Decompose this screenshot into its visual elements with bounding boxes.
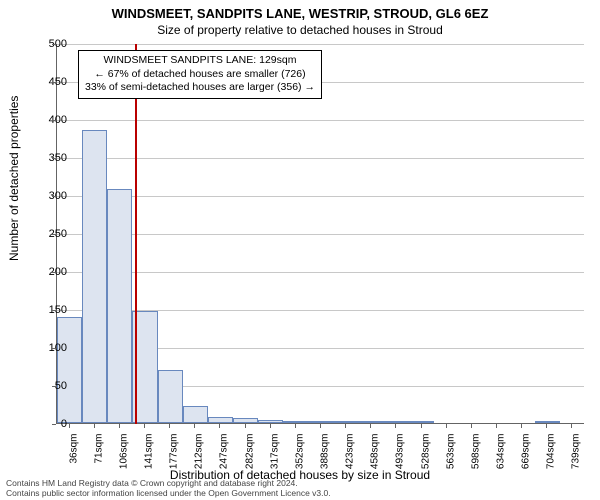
bar	[82, 130, 107, 423]
xtick-mark	[119, 424, 120, 428]
bar	[208, 417, 233, 423]
bar	[535, 421, 560, 423]
xtick-label: 423sqm	[345, 434, 356, 478]
xtick-mark	[144, 424, 145, 428]
chart-subtitle: Size of property relative to detached ho…	[0, 21, 600, 37]
bar	[233, 418, 258, 423]
xtick-mark	[270, 424, 271, 428]
xtick-mark	[169, 424, 170, 428]
y-axis-label: Number of detached properties	[7, 221, 21, 261]
bar	[409, 421, 434, 423]
xtick-label: 317sqm	[269, 434, 280, 478]
ytick-mark	[52, 196, 56, 197]
xtick-mark	[395, 424, 396, 428]
bar	[334, 421, 359, 423]
xtick-label: 106sqm	[118, 434, 129, 478]
xtick-label: 669sqm	[521, 434, 532, 478]
ytick-mark	[52, 44, 56, 45]
xtick-label: 141sqm	[144, 434, 155, 478]
xtick-label: 247sqm	[219, 434, 230, 478]
footer-attribution: Contains HM Land Registry data © Crown c…	[6, 478, 331, 498]
xtick-label: 352sqm	[294, 434, 305, 478]
xtick-label: 493sqm	[395, 434, 406, 478]
xtick-label: 634sqm	[496, 434, 507, 478]
xtick-label: 704sqm	[546, 434, 557, 478]
footer-line1: Contains HM Land Registry data © Crown c…	[6, 478, 331, 488]
ytick-mark	[52, 386, 56, 387]
bar	[107, 189, 132, 423]
xtick-label: 212sqm	[194, 434, 205, 478]
ytick-mark	[52, 158, 56, 159]
chart-title: WINDSMEET, SANDPITS LANE, WESTRIP, STROU…	[0, 0, 600, 21]
xtick-mark	[446, 424, 447, 428]
xtick-mark	[219, 424, 220, 428]
bar	[308, 421, 333, 423]
ytick-mark	[52, 310, 56, 311]
annotation-line2: ← 67% of detached houses are smaller (72…	[85, 68, 315, 82]
ytick-mark	[52, 272, 56, 273]
annotation-box: WINDSMEET SANDPITS LANE: 129sqm ← 67% of…	[78, 50, 322, 99]
xtick-mark	[295, 424, 296, 428]
xtick-mark	[320, 424, 321, 428]
xtick-mark	[69, 424, 70, 428]
xtick-label: 282sqm	[244, 434, 255, 478]
ytick-mark	[52, 82, 56, 83]
annotation-line3: 33% of semi-detached houses are larger (…	[85, 81, 315, 95]
xtick-mark	[421, 424, 422, 428]
xtick-label: 739sqm	[571, 434, 582, 478]
ytick-mark	[52, 348, 56, 349]
bar	[158, 370, 183, 423]
xtick-mark	[471, 424, 472, 428]
xtick-mark	[194, 424, 195, 428]
xtick-mark	[94, 424, 95, 428]
xtick-label: 458sqm	[370, 434, 381, 478]
bar	[283, 421, 308, 423]
xtick-mark	[546, 424, 547, 428]
bar	[258, 420, 283, 423]
xtick-label: 71sqm	[93, 434, 104, 478]
xtick-label: 598sqm	[470, 434, 481, 478]
xtick-mark	[496, 424, 497, 428]
xtick-mark	[345, 424, 346, 428]
xtick-label: 177sqm	[169, 434, 180, 478]
xtick-mark	[370, 424, 371, 428]
bar	[359, 421, 384, 423]
annotation-line1: WINDSMEET SANDPITS LANE: 129sqm	[85, 54, 315, 68]
xtick-label: 528sqm	[420, 434, 431, 478]
ytick-mark	[52, 424, 56, 425]
bar	[57, 317, 82, 423]
reference-line	[135, 44, 137, 424]
xtick-label: 36sqm	[68, 434, 79, 478]
xtick-label: 563sqm	[445, 434, 456, 478]
xtick-mark	[571, 424, 572, 428]
xtick-mark	[245, 424, 246, 428]
bar	[384, 421, 409, 423]
ytick-mark	[52, 120, 56, 121]
footer-line2: Contains public sector information licen…	[6, 488, 331, 498]
xtick-label: 388sqm	[320, 434, 331, 478]
bar	[183, 406, 208, 423]
xtick-mark	[521, 424, 522, 428]
ytick-mark	[52, 234, 56, 235]
